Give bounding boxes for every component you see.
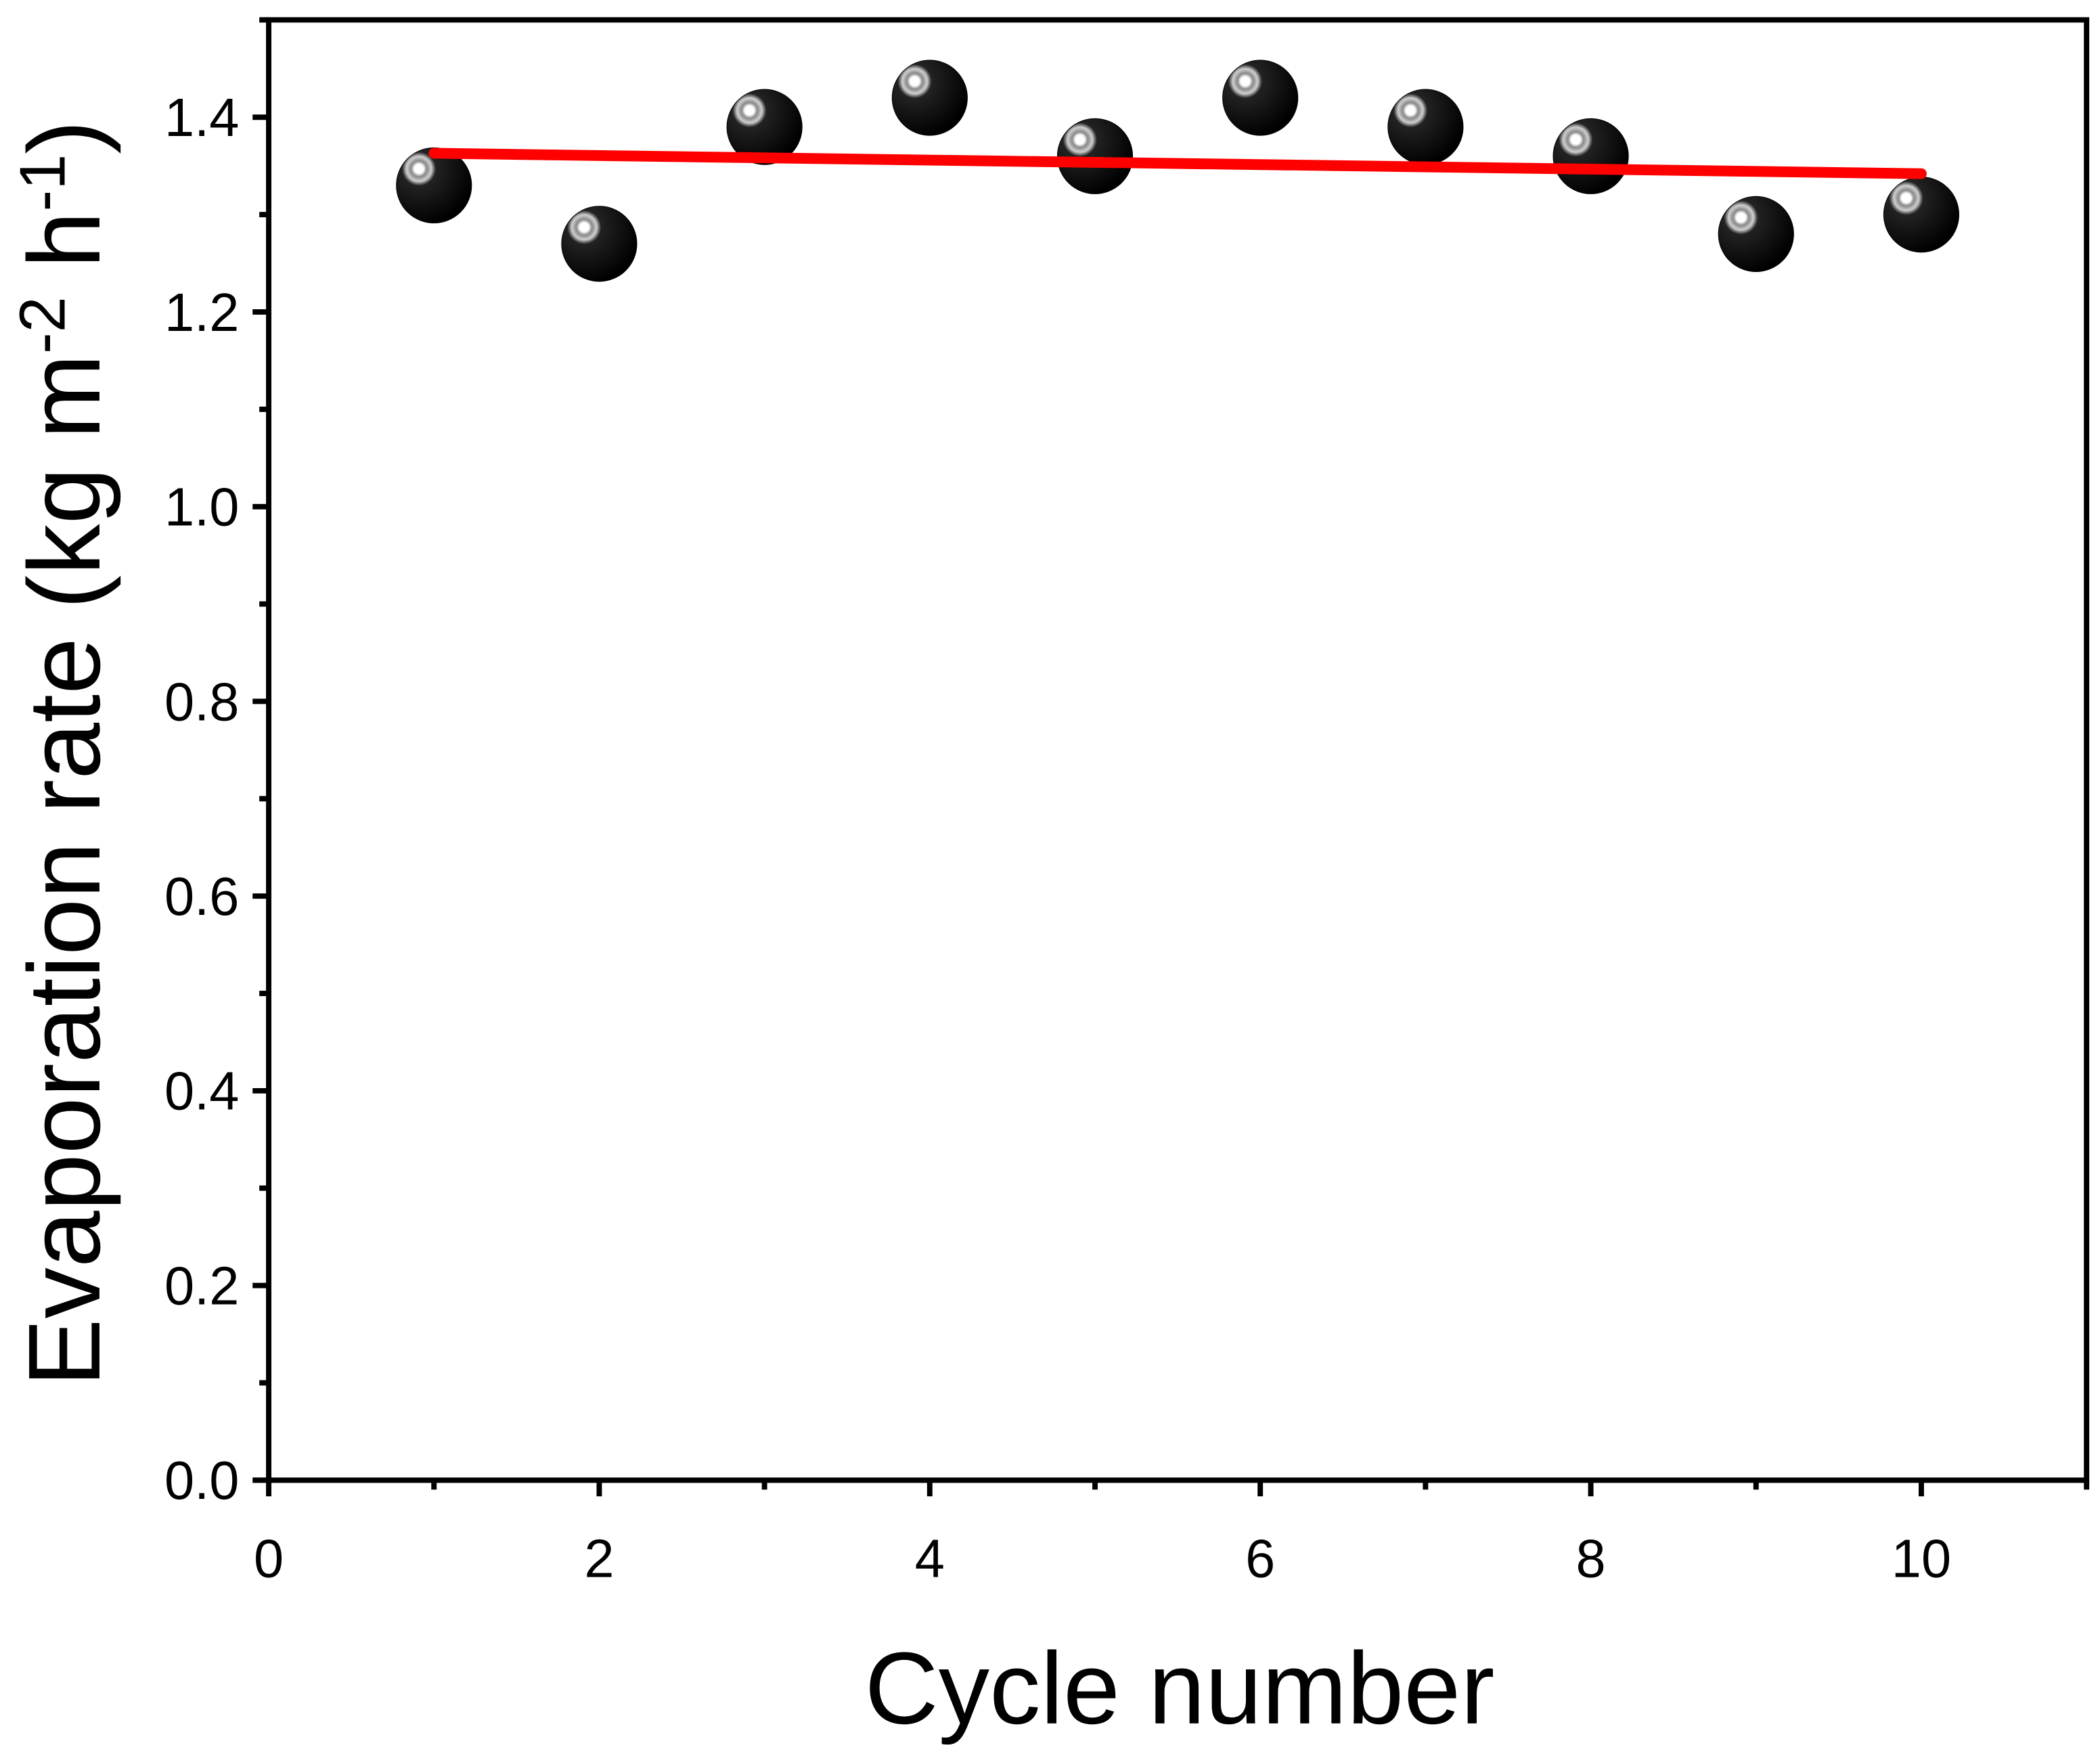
data-point: [1222, 60, 1299, 136]
x-tick-label: 6: [1245, 1528, 1275, 1588]
y-tick-label: 0.0: [164, 1450, 239, 1510]
data-point: [396, 147, 472, 224]
y-tick-label: 1.2: [164, 282, 239, 342]
y-axis-title-part: h: [7, 211, 121, 296]
y-axis-title: Evaporation rate (kg m-2 h-1): [7, 120, 121, 1387]
x-axis-title: Cycle number: [865, 1631, 1495, 1745]
y-axis-title-part: Evaporation rate (kg m: [7, 354, 121, 1387]
data-point: [561, 206, 638, 282]
data-point: [1056, 118, 1134, 194]
y-axis-title-sup: -1: [7, 154, 79, 212]
plot-frame: [266, 17, 2090, 1483]
y-tick-label: 0.4: [164, 1061, 239, 1121]
x-tick-label: 4: [915, 1528, 945, 1588]
plot-area: 0.0 0.2 0.4 0.6 0.8 1.0 1.2 1.4 0 2 4 6 8 10: [164, 17, 2090, 1588]
y-tick-label: 1.4: [164, 87, 239, 148]
data-point: [726, 89, 803, 165]
x-tick-label: 0: [254, 1528, 284, 1588]
y-axis-title-part: ): [7, 120, 121, 154]
data-point: [1883, 177, 1960, 253]
data-point: [1718, 196, 1794, 272]
data-point: [1552, 118, 1629, 194]
data-point: [1387, 89, 1464, 165]
y-tick-label: 0.2: [164, 1255, 239, 1316]
x-tick-label: 8: [1576, 1528, 1605, 1588]
y-tick-label: 1.0: [164, 477, 239, 537]
y-tick-label: 0.6: [164, 866, 239, 926]
y-tick-label: 0.8: [164, 671, 239, 732]
x-tick-label: 2: [584, 1528, 614, 1588]
fit-line: [428, 148, 1927, 179]
y-axis-title-sup: -2: [7, 296, 79, 354]
x-tick-label: 10: [1892, 1528, 1951, 1588]
data-point: [891, 60, 968, 136]
